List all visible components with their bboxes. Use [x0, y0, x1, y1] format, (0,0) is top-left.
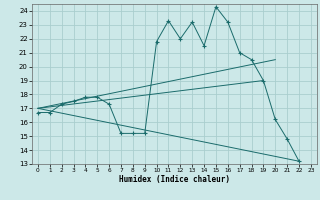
X-axis label: Humidex (Indice chaleur): Humidex (Indice chaleur) [119, 175, 230, 184]
